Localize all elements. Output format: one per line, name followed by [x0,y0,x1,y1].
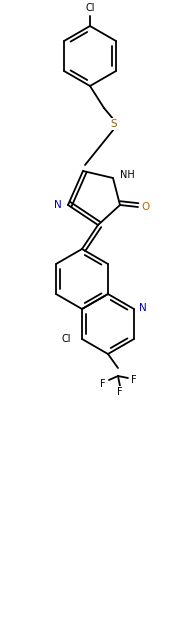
Text: N: N [139,303,147,313]
Text: NH: NH [120,170,134,180]
Text: Cl: Cl [85,3,95,13]
Text: F: F [117,387,123,397]
Text: N: N [54,200,62,210]
Text: F: F [131,375,137,385]
Text: S: S [111,119,117,129]
Text: O: O [142,202,150,212]
Text: F: F [100,379,106,389]
Text: Cl: Cl [61,334,71,344]
